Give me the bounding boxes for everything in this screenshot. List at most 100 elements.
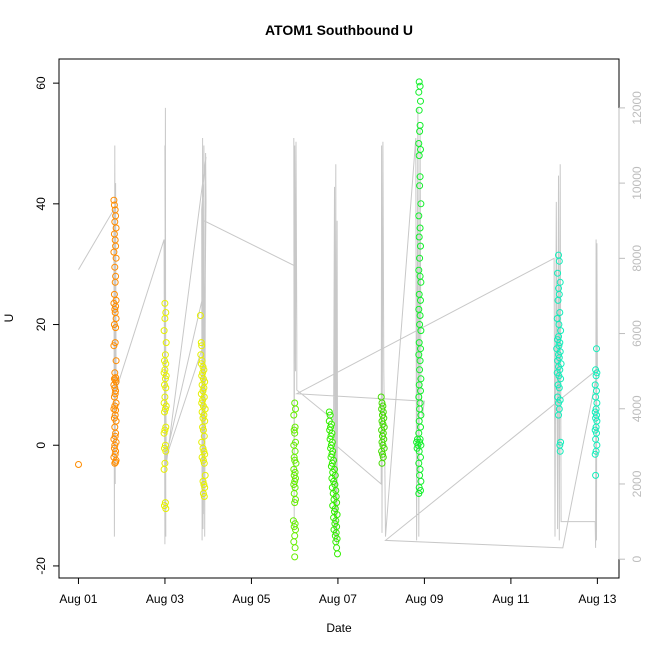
data-point xyxy=(162,447,170,455)
data-point xyxy=(556,447,564,455)
data-point xyxy=(592,447,600,455)
data-point xyxy=(415,88,423,96)
data-point xyxy=(292,459,300,467)
data-point xyxy=(414,435,421,443)
data-point xyxy=(161,357,168,365)
data-point xyxy=(111,263,119,271)
data-point xyxy=(196,312,204,319)
data-point xyxy=(290,538,298,546)
data-point xyxy=(417,242,424,250)
data-point xyxy=(161,408,168,416)
data-point xyxy=(555,384,563,392)
data-point xyxy=(201,471,209,479)
data-point xyxy=(416,312,424,319)
data-point xyxy=(417,327,425,335)
y-tick-label: 0 xyxy=(34,442,48,449)
data-point xyxy=(162,505,170,513)
data-point xyxy=(416,173,424,181)
data-point xyxy=(290,411,298,419)
data-point xyxy=(161,299,169,307)
data-point xyxy=(417,375,425,383)
data-point xyxy=(112,458,120,466)
data-point xyxy=(415,78,423,86)
data-point xyxy=(292,496,299,503)
chart-title: ATOM1 Southbound U xyxy=(265,22,413,38)
data-point xyxy=(593,369,601,377)
depth-trace-line xyxy=(78,107,598,549)
data-point xyxy=(292,405,299,413)
data-point xyxy=(110,248,118,256)
data-point xyxy=(325,408,333,416)
data-point xyxy=(416,82,424,90)
data-point xyxy=(415,140,423,147)
y2-tick-label: 6000 xyxy=(630,320,644,347)
data-point xyxy=(198,342,206,350)
data-point xyxy=(199,490,207,497)
data-point xyxy=(378,459,386,467)
y2-tick-label: 0 xyxy=(630,556,644,563)
data-point xyxy=(110,196,118,204)
y2-tick-label: 8000 xyxy=(630,245,644,272)
data-point xyxy=(554,269,562,277)
y2-tick-label: 10000 xyxy=(630,166,644,200)
data-point xyxy=(290,426,298,434)
data-point xyxy=(111,339,119,347)
data-point xyxy=(413,444,421,452)
data-point xyxy=(378,417,386,425)
data-point xyxy=(291,447,299,455)
data-point xyxy=(197,339,205,347)
data-point xyxy=(416,127,424,135)
y2-tick-label: 2000 xyxy=(630,470,644,497)
data-point xyxy=(416,254,424,262)
data-point xyxy=(292,474,299,482)
data-point xyxy=(416,182,424,190)
data-point xyxy=(555,290,563,298)
data-point xyxy=(557,375,565,383)
data-point xyxy=(291,532,299,540)
data-point xyxy=(591,426,599,434)
data-point xyxy=(199,477,207,485)
data-point xyxy=(417,97,424,105)
data-point xyxy=(112,254,120,262)
data-point xyxy=(555,411,562,419)
data-point xyxy=(162,423,170,431)
data-point xyxy=(111,390,119,398)
data-point xyxy=(592,372,600,380)
data-point xyxy=(199,456,207,464)
x-tick-label: Aug 07 xyxy=(319,592,357,606)
data-point xyxy=(417,296,424,304)
data-point xyxy=(112,374,120,382)
data-point xyxy=(200,432,208,440)
data-point xyxy=(199,423,207,431)
data-point xyxy=(201,417,209,425)
data-point xyxy=(291,499,299,507)
y-axis-label: U xyxy=(2,314,16,323)
x-tick-label: Aug 05 xyxy=(232,592,270,606)
x-tick-label: Aug 09 xyxy=(405,592,443,606)
data-point xyxy=(110,342,118,350)
y-tick-label: -20 xyxy=(34,557,48,575)
data-point xyxy=(592,471,600,479)
points-layer xyxy=(75,78,601,561)
data-point xyxy=(415,152,423,160)
data-point xyxy=(556,339,564,347)
data-point xyxy=(415,233,423,241)
data-point xyxy=(593,345,600,353)
data-point xyxy=(557,327,565,335)
data-point xyxy=(75,461,82,468)
data-point xyxy=(111,305,119,313)
data-point xyxy=(591,450,599,458)
data-point xyxy=(417,278,425,286)
data-point xyxy=(416,366,424,374)
x-tick-label: Aug 11 xyxy=(492,592,529,606)
data-point xyxy=(415,490,423,497)
data-point xyxy=(333,544,341,552)
data-point xyxy=(328,459,336,467)
data-point xyxy=(557,438,565,446)
data-point xyxy=(415,212,423,220)
data-point xyxy=(555,257,563,265)
data-point xyxy=(554,296,562,304)
data-point xyxy=(416,465,424,473)
x-tick-label: Aug 13 xyxy=(578,592,616,606)
